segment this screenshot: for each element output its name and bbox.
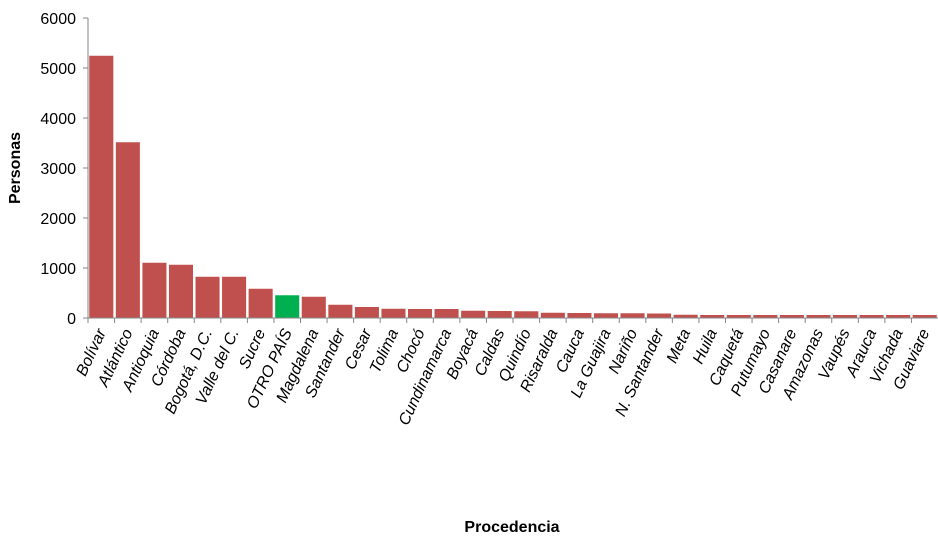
y-axis-title: Personas (7, 132, 24, 204)
bar (88, 55, 114, 319)
y-tick-label: 4000 (40, 111, 76, 128)
axes (87, 18, 938, 323)
y-tick-label: 5000 (40, 61, 76, 78)
bar (115, 141, 141, 319)
x-axis-labels: BolívarAtlánticoAntioquiaCórdobaBogotá, … (73, 325, 933, 428)
y-tick-label: 6000 (40, 11, 76, 28)
bar (168, 264, 194, 319)
bar (221, 276, 247, 319)
bar (673, 314, 699, 319)
bar (540, 312, 566, 319)
y-axis-ticks: 0 1000 2000 3000 4000 5000 6000 (40, 11, 88, 328)
bar (646, 313, 672, 319)
y-tick-label: 3000 (40, 161, 76, 178)
x-axis-title: Procedencia (464, 519, 559, 536)
bar (141, 262, 167, 319)
bar (593, 312, 619, 319)
bar (513, 310, 539, 319)
bar (620, 312, 646, 319)
bar (566, 312, 592, 319)
y-tick-label: 0 (67, 311, 76, 328)
x-tick-label: Cundinamarca (396, 326, 455, 428)
bar (460, 310, 486, 319)
bar (248, 288, 274, 319)
bar (354, 306, 380, 319)
bar (487, 310, 513, 319)
y-tick-label: 1000 (40, 261, 76, 278)
bar (327, 304, 353, 319)
y-tick-label: 2000 (40, 211, 76, 228)
bar (195, 276, 221, 319)
bar (380, 308, 406, 319)
bar (434, 308, 460, 319)
bars (88, 55, 938, 319)
bar (407, 308, 433, 319)
bar (274, 294, 300, 319)
bar (301, 296, 327, 319)
